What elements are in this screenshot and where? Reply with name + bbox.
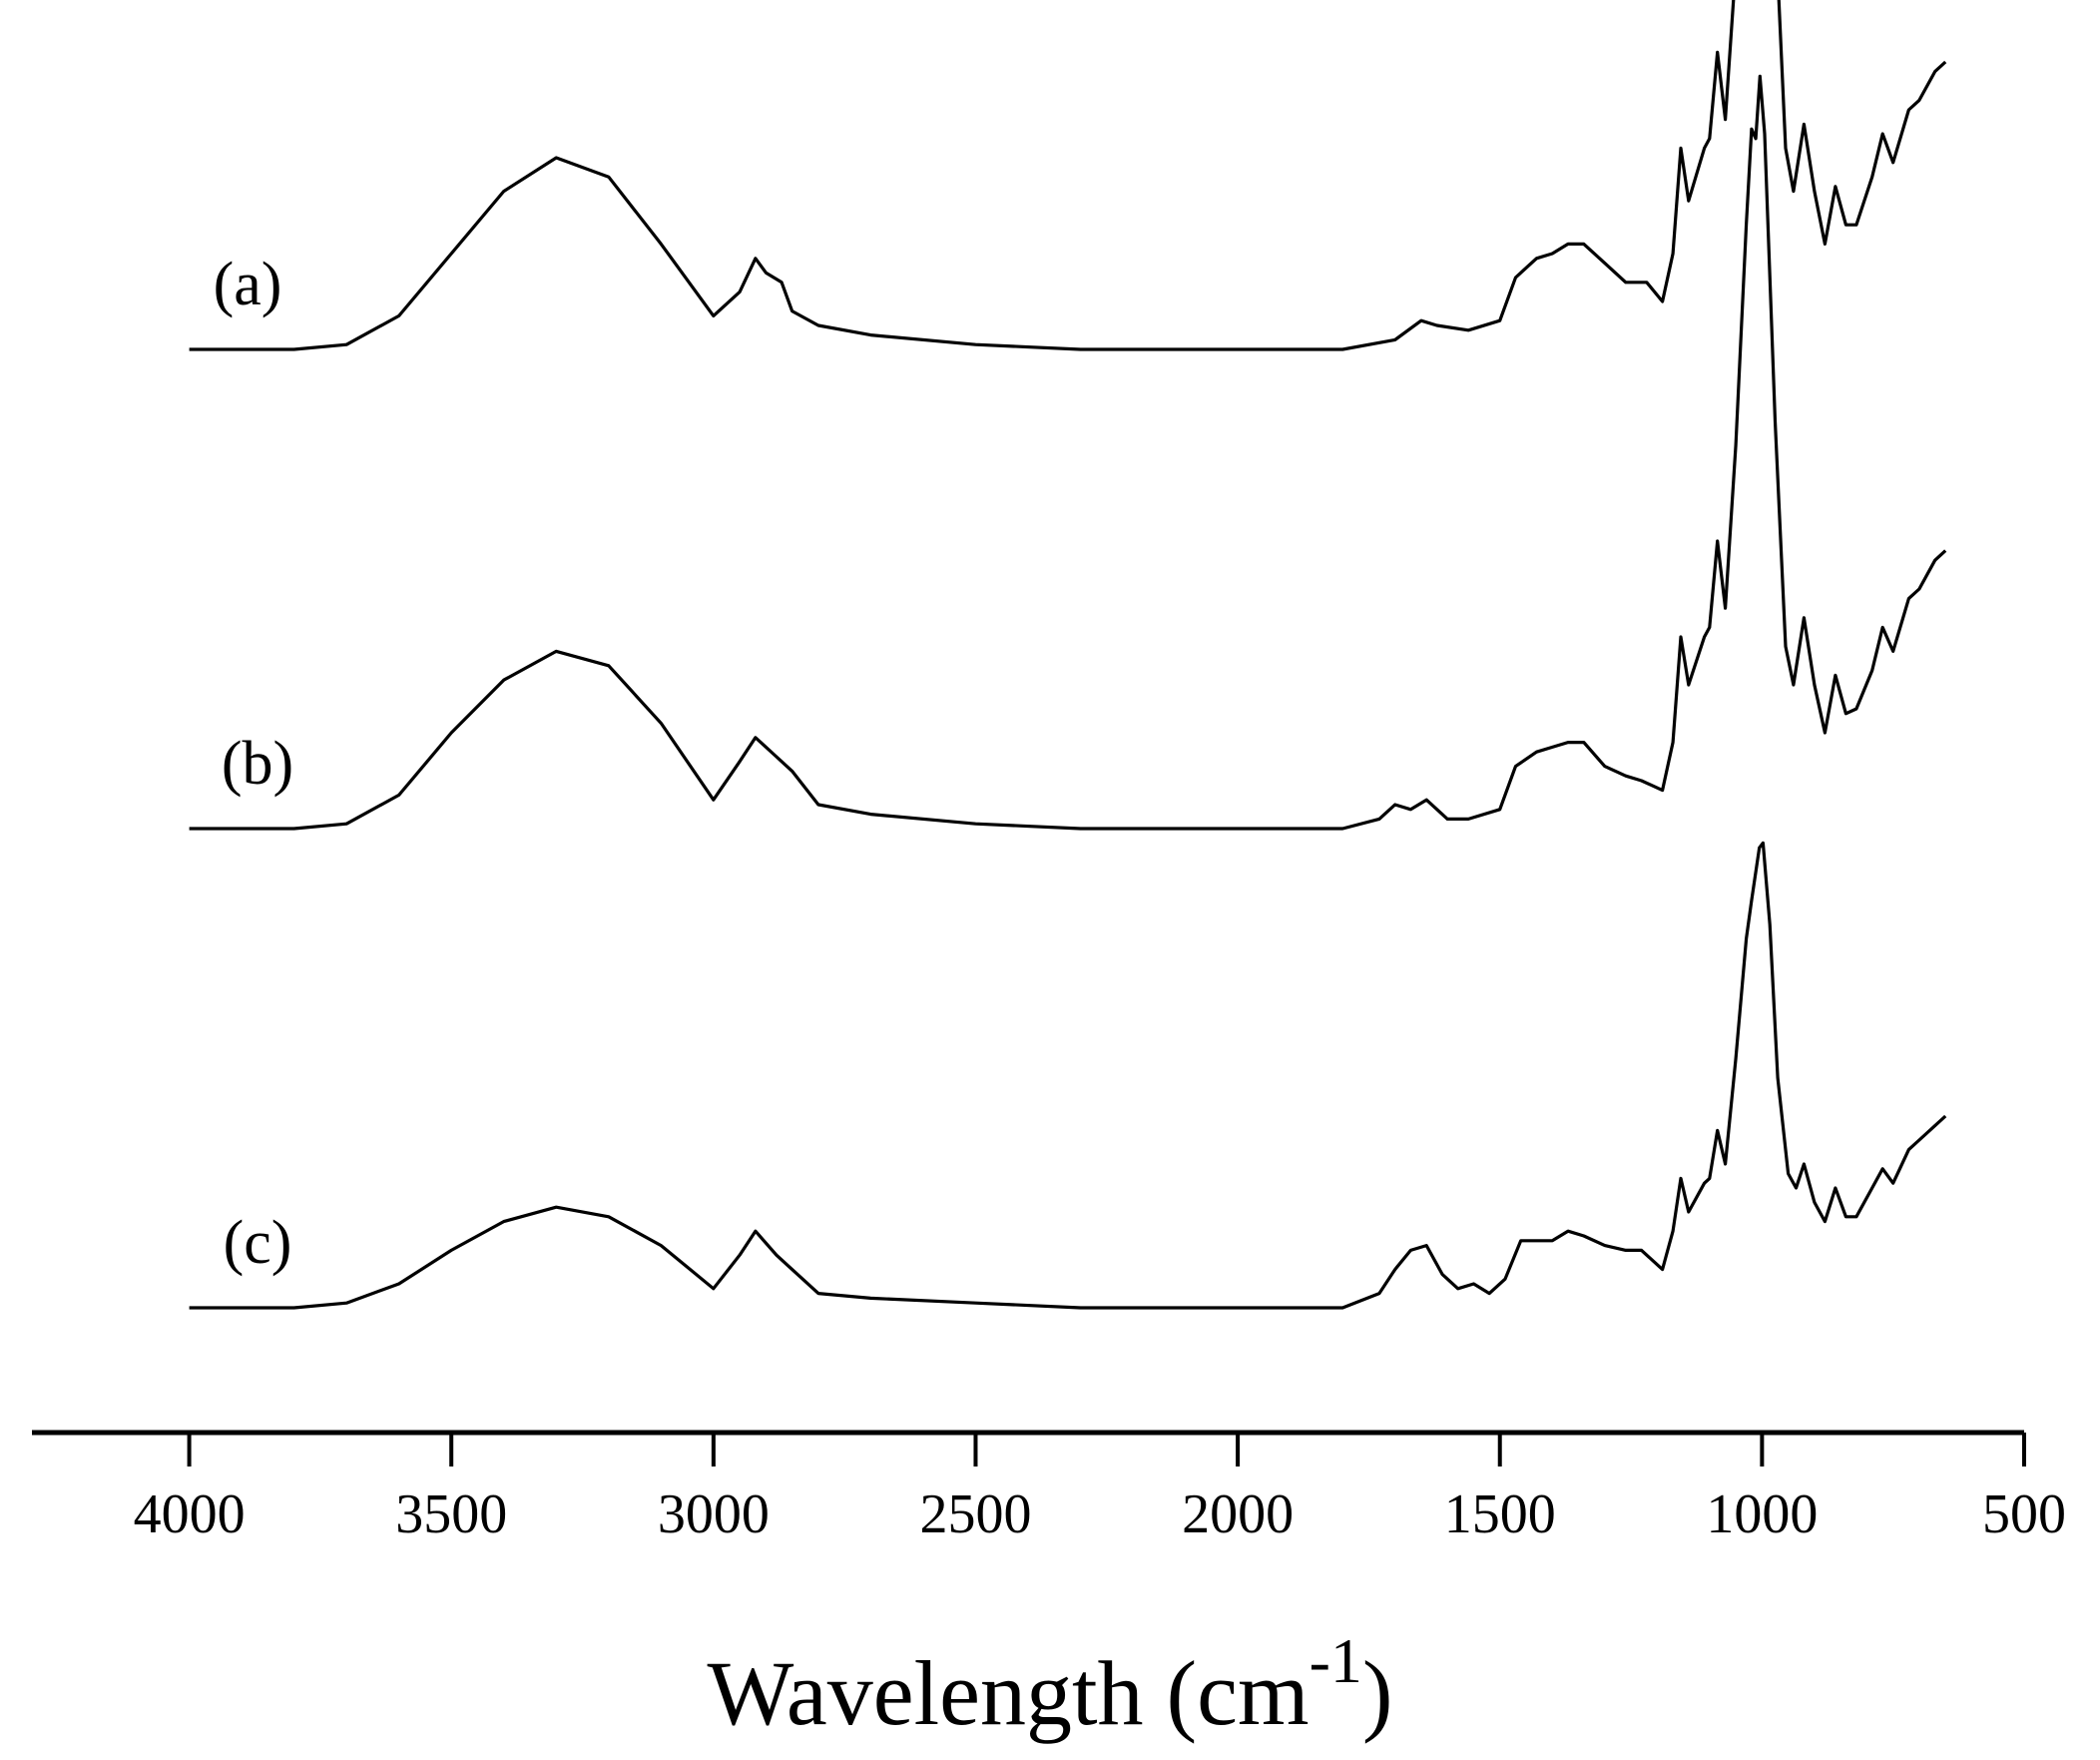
x-tick-label-500: 500 <box>1982 1483 2066 1545</box>
spectra-series-group: (a) (b) (c) <box>189 0 1947 1310</box>
x-axis-title: Wavelength (cm-1) <box>707 1625 1392 1744</box>
x-axis-ticks: 4000 3500 3000 2500 2000 1500 1000 500 <box>134 1433 2066 1545</box>
spectrum-line-2 <box>189 74 1947 831</box>
x-tick-label-1000: 1000 <box>1706 1483 1818 1545</box>
x-tick-label-3000: 3000 <box>658 1483 770 1545</box>
x-tick-label-2500: 2500 <box>919 1483 1031 1545</box>
series-label-3: (c) <box>224 1209 292 1277</box>
x-tick-label-3500: 3500 <box>395 1483 507 1545</box>
x-tick-label-1500: 1500 <box>1444 1483 1556 1545</box>
x-tick-label-2000: 2000 <box>1182 1483 1294 1545</box>
x-tick-label-4000: 4000 <box>134 1483 246 1545</box>
spectrum-line-3 <box>189 841 1947 1310</box>
series-label-1: (a) <box>214 251 282 318</box>
spectrum-line-1 <box>189 0 1947 351</box>
series-label-2: (b) <box>222 730 293 798</box>
